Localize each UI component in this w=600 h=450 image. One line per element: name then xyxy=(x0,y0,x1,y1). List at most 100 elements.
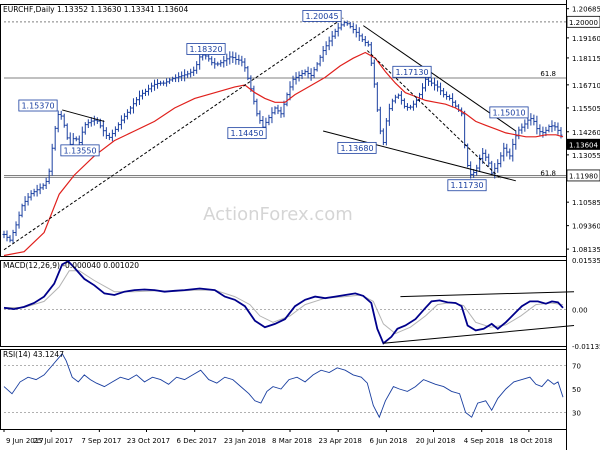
price-bar xyxy=(231,51,235,64)
annotation-text: 1.13550 xyxy=(63,146,96,155)
price-bar xyxy=(174,74,178,83)
level-box-text: 1.20000 xyxy=(569,19,598,27)
price-bar xyxy=(424,75,427,92)
annotation-text: 1.15370 xyxy=(21,102,54,111)
price-bar xyxy=(122,113,126,124)
price-bar xyxy=(547,124,551,133)
price-y-tick: 1.14260 xyxy=(572,129,600,137)
price-bar xyxy=(35,184,39,197)
price-bar xyxy=(86,119,90,129)
price-bar xyxy=(270,107,274,124)
price-bar xyxy=(342,20,346,27)
price-bar xyxy=(216,61,220,67)
price-bar xyxy=(246,65,250,81)
price-bar xyxy=(285,92,289,107)
price-bar xyxy=(439,82,443,96)
price-bar xyxy=(312,66,316,79)
annotation-text: 1.20045 xyxy=(305,12,338,21)
price-bar xyxy=(140,89,144,100)
last-price-text: 1.13604 xyxy=(569,141,598,149)
price-bar xyxy=(523,119,527,132)
price-bar xyxy=(156,79,160,89)
price-bar xyxy=(50,143,54,176)
price-trendline-3 xyxy=(323,130,516,182)
price-bar xyxy=(375,82,379,112)
annotation-text: 1.13680 xyxy=(340,144,373,153)
price-bar xyxy=(360,33,364,43)
price-bar xyxy=(240,55,244,67)
x-tick-label: 6 Jun 2018 xyxy=(370,437,408,445)
price-bar xyxy=(5,230,9,242)
price-bar xyxy=(345,20,349,26)
price-bar xyxy=(484,149,488,162)
price-y-tick: 1.19160 xyxy=(572,35,600,43)
x-tick-label: 23 Jan 2018 xyxy=(224,437,266,445)
price-bar xyxy=(306,66,310,79)
price-bar xyxy=(147,84,151,96)
macd-panel-title: MACD(12,26,9) -0.000040 0.001020 xyxy=(3,261,139,270)
price-bar xyxy=(321,45,325,62)
price-bar xyxy=(372,59,376,88)
price-bar xyxy=(529,113,533,126)
x-tick-label: 23 Apr 2018 xyxy=(319,437,362,445)
price-bar xyxy=(180,71,184,82)
price-bar xyxy=(29,190,33,201)
price-bar xyxy=(430,78,434,87)
price-bar xyxy=(315,62,319,72)
price-bar xyxy=(405,103,409,111)
price-bar xyxy=(445,91,449,100)
price-bar xyxy=(23,196,27,211)
price-annotations: 61.8 61.8 1.20045 1.18320 1.15370 1.13550 1.14… xyxy=(18,10,556,192)
price-bar xyxy=(107,132,111,141)
price-bar xyxy=(408,104,412,110)
price-bar xyxy=(113,126,117,137)
series-layer xyxy=(2,20,564,419)
price-bar xyxy=(511,138,515,162)
price-bar xyxy=(366,40,370,47)
price-bar xyxy=(420,83,424,100)
price-bar xyxy=(128,105,132,115)
price-bar xyxy=(399,91,403,105)
price-bar xyxy=(387,103,391,126)
annotation-text: 1.17130 xyxy=(395,68,428,77)
x-tick-label: 6 Dec 2017 xyxy=(177,437,217,445)
price-bar xyxy=(279,106,283,118)
annotation-1-13550: 1.13550 xyxy=(60,144,100,157)
rsi-line xyxy=(3,352,564,419)
price-bar xyxy=(38,183,42,195)
rsi-y-tick: 30 xyxy=(572,410,581,418)
price-bar xyxy=(228,51,232,65)
price-bar xyxy=(144,88,148,97)
annotation-1-20045: 1.20045 xyxy=(302,10,342,22)
price-bar xyxy=(339,22,343,31)
price-bar xyxy=(505,143,509,157)
fib-label-lower: 61.8 xyxy=(540,169,556,177)
price-bar xyxy=(134,97,138,107)
macd-y-tick: 0.015358 xyxy=(572,257,600,265)
price-bar xyxy=(436,80,440,92)
price-bar xyxy=(65,123,69,140)
panel-frames xyxy=(0,0,567,450)
price-bar xyxy=(454,100,458,109)
price-bar xyxy=(384,118,388,146)
level-box-0: 1.20000 xyxy=(566,15,600,28)
price-bar xyxy=(336,22,340,37)
price-bar xyxy=(234,52,238,65)
price-bar xyxy=(11,229,15,243)
price-bar xyxy=(451,93,455,108)
x-tick-label: 20 Jul 2018 xyxy=(416,437,456,445)
price-bar xyxy=(396,93,400,99)
price-bar xyxy=(243,58,247,72)
price-bar xyxy=(165,78,169,87)
price-bar xyxy=(550,120,554,133)
price-bar xyxy=(517,126,521,140)
price-bar xyxy=(131,98,135,114)
price-bar xyxy=(402,98,406,109)
watermark: ActionForex.com xyxy=(203,204,353,225)
x-tick-label: 25 Jul 2017 xyxy=(33,437,73,445)
price-bar xyxy=(324,41,328,56)
price-bar xyxy=(493,163,497,179)
price-bar xyxy=(553,121,557,131)
price-bar xyxy=(288,81,292,101)
